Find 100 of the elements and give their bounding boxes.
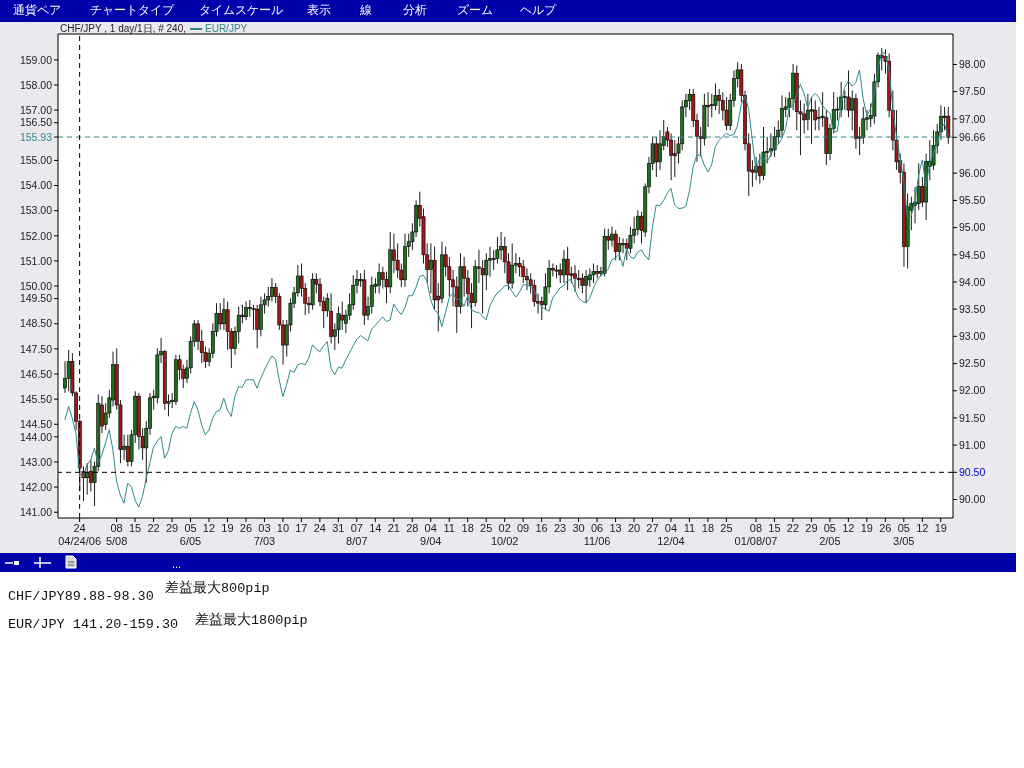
y-tick-label: 148.50 — [19, 317, 53, 330]
x-tick-label: 17 — [295, 521, 308, 534]
candlestick — [842, 90, 847, 111]
x-tick-label: 11 — [683, 521, 696, 534]
candlestick — [724, 96, 729, 131]
candlestick — [672, 139, 677, 178]
text: ... — [172, 557, 182, 571]
x-tick-label: 22 — [786, 521, 800, 534]
x-tick-label: 14 — [369, 521, 382, 534]
x-tick-label: 16 — [535, 521, 548, 534]
ref-line-label: 90.50 — [959, 465, 986, 478]
x-tick-label: 22 — [147, 521, 160, 534]
candlestick — [244, 301, 248, 321]
candlestick — [66, 349, 71, 392]
x-tick-label: 29 — [805, 521, 818, 534]
x-tick-label: 19 — [221, 521, 234, 534]
candlestick — [654, 136, 659, 178]
x-tick-label: 19 — [934, 521, 947, 534]
x-tick-label: 23 — [553, 521, 567, 534]
candlestick — [610, 226, 614, 248]
x-tick-label: 12 — [842, 521, 855, 534]
x-tick-label: 03 7/03 — [253, 521, 276, 547]
x-tick-label: 27 — [646, 521, 659, 534]
x-tick-label: 31 — [332, 521, 345, 534]
candlestick — [761, 126, 766, 181]
y2-tick-label: 96.66 — [959, 131, 986, 144]
y2-tick-label: 97.50 — [959, 85, 986, 98]
text: チャートタイプ — [90, 3, 174, 18]
y2-tick-label: 92.50 — [959, 357, 986, 370]
x-tick-label: 05 3/05 — [893, 521, 915, 547]
y2-tick-label: 91.50 — [959, 411, 986, 424]
y-tick-label: 147.50 — [19, 342, 53, 355]
y2-tick-label: 92.00 — [959, 384, 986, 397]
x-tick-label: 08 5/08 — [105, 521, 128, 547]
text: EUR/JPY 141.20-159.30 — [8, 617, 179, 633]
candlestick — [580, 272, 585, 294]
x-tick-label: 26 — [239, 521, 253, 534]
y2-tick-label: 91.00 — [959, 438, 986, 451]
x-tick-label: 18 — [461, 521, 474, 534]
y-tick-label: 145.50 — [19, 392, 53, 405]
y-tick-label: 141.00 — [19, 505, 53, 518]
candlestick — [621, 238, 625, 254]
y-tick-label: 144.50 — [19, 417, 53, 430]
y-tick-label: 154.00 — [19, 179, 53, 192]
x-tick-label: 25 — [480, 521, 493, 534]
candlestick — [255, 304, 260, 349]
text: 表示 — [307, 3, 331, 18]
x-tick-label: 25 — [720, 521, 733, 534]
x-tick-label: 06 11/06 — [583, 521, 611, 547]
y-tick-label: 157.00 — [19, 103, 53, 116]
y2-tick-label: 90.00 — [959, 493, 986, 506]
y-tick-label: 153.00 — [19, 204, 53, 217]
y2-tick-label: 95.50 — [959, 194, 986, 207]
x-tick-label: 12 — [202, 521, 216, 534]
candlestick — [584, 269, 589, 304]
x-tick-label: 19 — [860, 521, 873, 534]
text: 通貨ペア — [13, 3, 61, 18]
candlestick — [340, 301, 345, 331]
x-tick-label: 20 — [627, 521, 641, 534]
x-tick-label: 04 9/04 — [420, 521, 442, 547]
legend-label: EUR/JPY — [205, 22, 248, 34]
x-tick-label: 12 — [916, 521, 929, 534]
y2-tick-label: 96.00 — [959, 166, 986, 179]
y2-tick-label: 94.50 — [959, 248, 986, 261]
text: ズーム — [457, 3, 493, 18]
x-tick-label: 09 — [517, 521, 530, 534]
text: 分析 — [403, 3, 427, 18]
chart-title: CHF/JPY , 1 day/1日, # 240, — [60, 23, 186, 34]
y2-tick-label: 98.00 — [959, 58, 986, 71]
x-tick-label: 04 12/04 — [657, 521, 685, 547]
x-tick-label: 11 — [443, 521, 455, 534]
text: ヘルプ — [520, 3, 556, 18]
y-tick-label: 144.00 — [19, 430, 53, 443]
x-tick-label: 18 — [701, 521, 715, 534]
y-tick-label: 151.00 — [19, 254, 53, 267]
x-tick-label: 07 8/07 — [346, 521, 368, 547]
y-tick-label: 152.00 — [19, 229, 53, 242]
x-tick-label: 05 2/05 — [819, 521, 841, 547]
y-tick-label: 156.50 — [19, 116, 53, 129]
y-tick-label: 143.00 — [19, 455, 53, 468]
x-tick-label: 15 — [768, 521, 781, 534]
y-tick-label: 155.00 — [19, 154, 53, 167]
x-tick-label: 29 — [165, 521, 179, 534]
text: 差益最大800pip — [165, 581, 270, 597]
x-tick-label: 24 — [313, 521, 326, 534]
y-tick-label: 159.00 — [19, 53, 53, 66]
x-tick-label: 30 — [572, 521, 585, 534]
text: 線 — [360, 3, 372, 18]
y-tick-label: 146.50 — [19, 367, 53, 380]
y2-tick-label: 93.50 — [959, 302, 986, 315]
y-tick-label: 142.00 — [19, 480, 53, 493]
candlestick — [809, 96, 814, 145]
y2-tick-label: 94.00 — [959, 275, 986, 288]
text: CHF/JPY89.88-98.30 — [8, 589, 154, 605]
ref-line-label: 155.93 — [19, 130, 53, 143]
text: タイムスケール — [199, 3, 283, 18]
x-tick-label: 28 — [406, 521, 419, 534]
candlestick — [499, 231, 504, 261]
y-tick-label: 150.00 — [19, 279, 53, 292]
candlestick — [573, 264, 577, 293]
